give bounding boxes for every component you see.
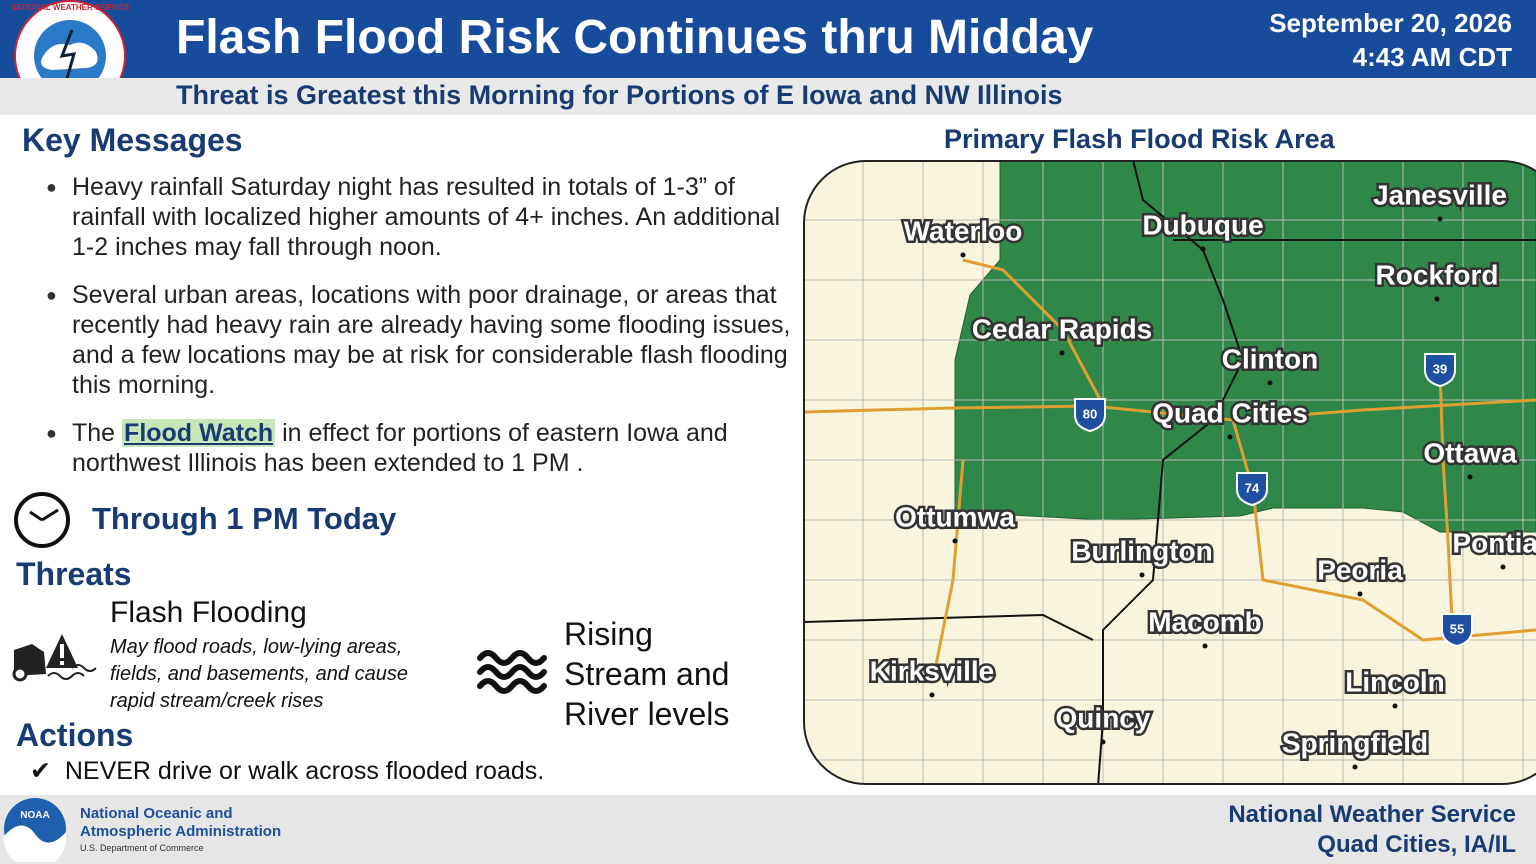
city-label: Clinton [1222,343,1318,374]
key-messages: Heavy rainfall Saturday night has result… [22,172,802,496]
interstate-label: 74 [1245,480,1260,495]
city-dot [1139,572,1145,578]
nws: National Weather Service [1228,801,1516,828]
city-dot [1200,246,1206,252]
timestamp: September 20, 2026 4:43 AM CDT [1269,6,1512,74]
key-messages-heading: Key Messages [22,122,243,158]
city-label: Ottawa [1423,437,1517,468]
noaa-logo-text: NOAA [20,810,49,821]
interstate-shield [1236,472,1268,507]
actions-heading: Actions [16,717,134,753]
agency-line: National Oceanic and [80,805,233,822]
city-label: Lincoln [1345,666,1445,697]
waves-icon [477,650,547,694]
interstate-label: 55 [1450,621,1464,636]
text: The [72,419,116,447]
agency-line: Atmospheric Administration [80,823,282,840]
interstate-shield [1424,353,1456,388]
bullet: The Flood Watch in effect for portions o… [22,418,802,478]
city-label: Rockford [1376,259,1499,290]
city-dot [1434,296,1440,302]
city-label: Burlington [1071,535,1213,566]
flood-car-icon [12,634,97,682]
city-dot [1437,216,1443,222]
subtitle: Threat is Greatest this Morning for Port… [176,80,1063,110]
agency: National Oceanic and Atmospheric Administ… [80,805,281,841]
text: in effect for portions of eastern Iowa a… [72,419,728,477]
city-label: Janesville [1373,179,1507,210]
city-dot [1100,739,1106,745]
date: September 20, 2026 [1269,8,1512,38]
map: Waterloo Dubuque Janesville Rockford Cedar R… [803,160,1536,785]
city-dot [1227,434,1233,440]
interstate-shield [1441,613,1473,648]
header-band [0,0,1536,78]
interstate-label: 80 [1083,406,1097,421]
clock-icon [14,492,70,548]
city-label: Kirksville [870,655,995,686]
interstate-label: 39 [1433,361,1447,376]
city-label: Springfield [1282,727,1428,758]
city-dot [1467,474,1473,480]
threats-heading: Threats [16,556,132,592]
threat-description: May flood roads, low-lying areas, fields… [110,636,408,712]
city-dot [1202,643,1208,649]
bullet: Heavy rainfall Saturday night has result… [22,172,802,262]
city-dot [1267,380,1273,386]
threat-title: Rising Stream and River levels [564,616,730,732]
city-label: Quad Cities [1152,397,1308,428]
city-dot [929,692,935,698]
department: U.S. Department of Commerce [80,843,204,853]
city-label: Macomb [1148,606,1262,637]
city-dot [1357,591,1363,597]
city-label: Cedar Rapids [972,313,1153,344]
city-dot [960,252,966,258]
map-title: Primary Flash Flood Risk Area [944,124,1335,154]
city-label: Waterloo [904,215,1023,246]
action-item: ✔ NEVER drive or walk across flooded roa… [30,757,545,785]
office-name: Quad Cities, IA/IL [1317,831,1516,858]
city-dot [1500,564,1506,570]
title: Flash Flood Risk Continues thru Midday [176,11,1094,64]
city-dot [1392,703,1398,709]
city-label: Peoria [1317,554,1403,585]
noaa-logo: NOAA [3,798,66,862]
action-text: NEVER drive or walk across flooded roads… [64,757,545,785]
timing: Through 1 PM Today [92,501,397,536]
threat-title: Flash Flooding [110,596,307,629]
city-label: Quincy [1056,702,1151,733]
city-label: Ottumwa [895,501,1015,532]
city-dot [952,538,958,544]
subtitle-band [0,78,1536,115]
logo-text: NATIONAL WEATHER SERVICE [12,3,131,12]
footer-band [0,795,1536,864]
flood-watch-link[interactable]: Flood Watch [122,419,276,447]
city-label: Dubuque [1142,209,1263,240]
city-dot [1352,764,1358,770]
city-dot [1059,350,1065,356]
bullet: Several urban areas, locations with poor… [22,280,802,400]
interstate-shield [1074,398,1106,433]
city-label: Pontiac [1452,527,1536,558]
time: 4:43 AM CDT [1352,42,1512,72]
office: National Weather Service Quad Cities, IA/… [1228,800,1516,860]
